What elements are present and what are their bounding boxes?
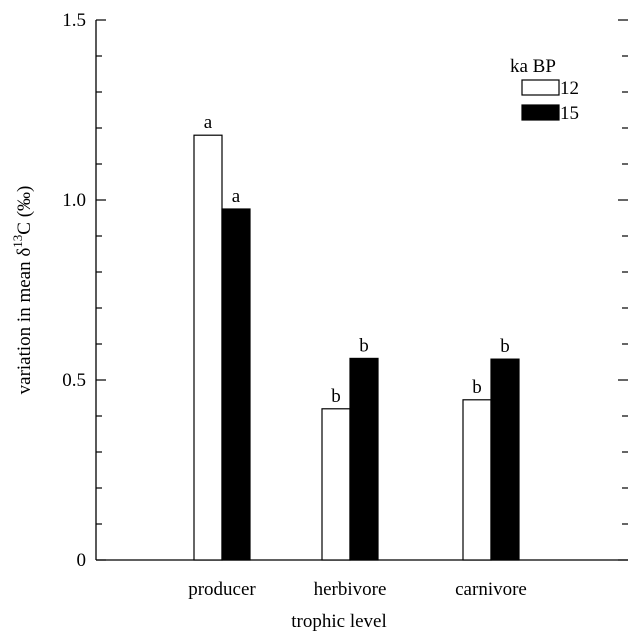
legend: ka BP 12 15	[510, 56, 579, 124]
sig-letter: b	[331, 386, 341, 407]
y-tick-label: 1.0	[62, 190, 86, 211]
bar-producer-15	[221, 208, 251, 561]
bar-carnivore-15	[490, 358, 520, 561]
y-tick-label: 0	[77, 550, 87, 571]
sig-letter: b	[472, 377, 482, 398]
x-tick-label: carnivore	[455, 579, 527, 600]
sig-letter: a	[232, 186, 241, 207]
x-tick-label: herbivore	[314, 579, 387, 600]
y-axis-label-tail: C (‰)	[14, 186, 35, 235]
sig-letter: b	[359, 335, 369, 356]
y-axis-label: variation in mean δ13C (‰)	[10, 186, 35, 395]
sig-letter: a	[204, 112, 213, 133]
y-tick-label: 0.5	[62, 370, 86, 391]
legend-swatch-12	[521, 79, 560, 96]
y-axis-label-sup: 13	[10, 235, 25, 248]
bar-producer-12	[193, 134, 223, 561]
bar-carnivore-12	[462, 399, 492, 561]
y-axis-ticks: 0 0.5 1.0 1.5	[62, 10, 628, 571]
legend-swatch-15	[521, 104, 560, 121]
legend-title: ka BP	[510, 56, 556, 77]
legend-label-15: 15	[560, 103, 579, 124]
sig-letter: b	[500, 336, 510, 357]
legend-label-12: 12	[560, 78, 579, 99]
bar-herbivore-12	[321, 408, 351, 561]
x-axis-label: trophic level	[291, 611, 387, 632]
x-tick-labels: producer herbivore carnivore	[188, 579, 527, 600]
x-tick-label: producer	[188, 579, 256, 600]
y-axis-label-main: variation in mean δ	[14, 248, 35, 395]
bar-herbivore-15	[349, 357, 379, 561]
y-tick-label: 1.5	[62, 10, 86, 31]
